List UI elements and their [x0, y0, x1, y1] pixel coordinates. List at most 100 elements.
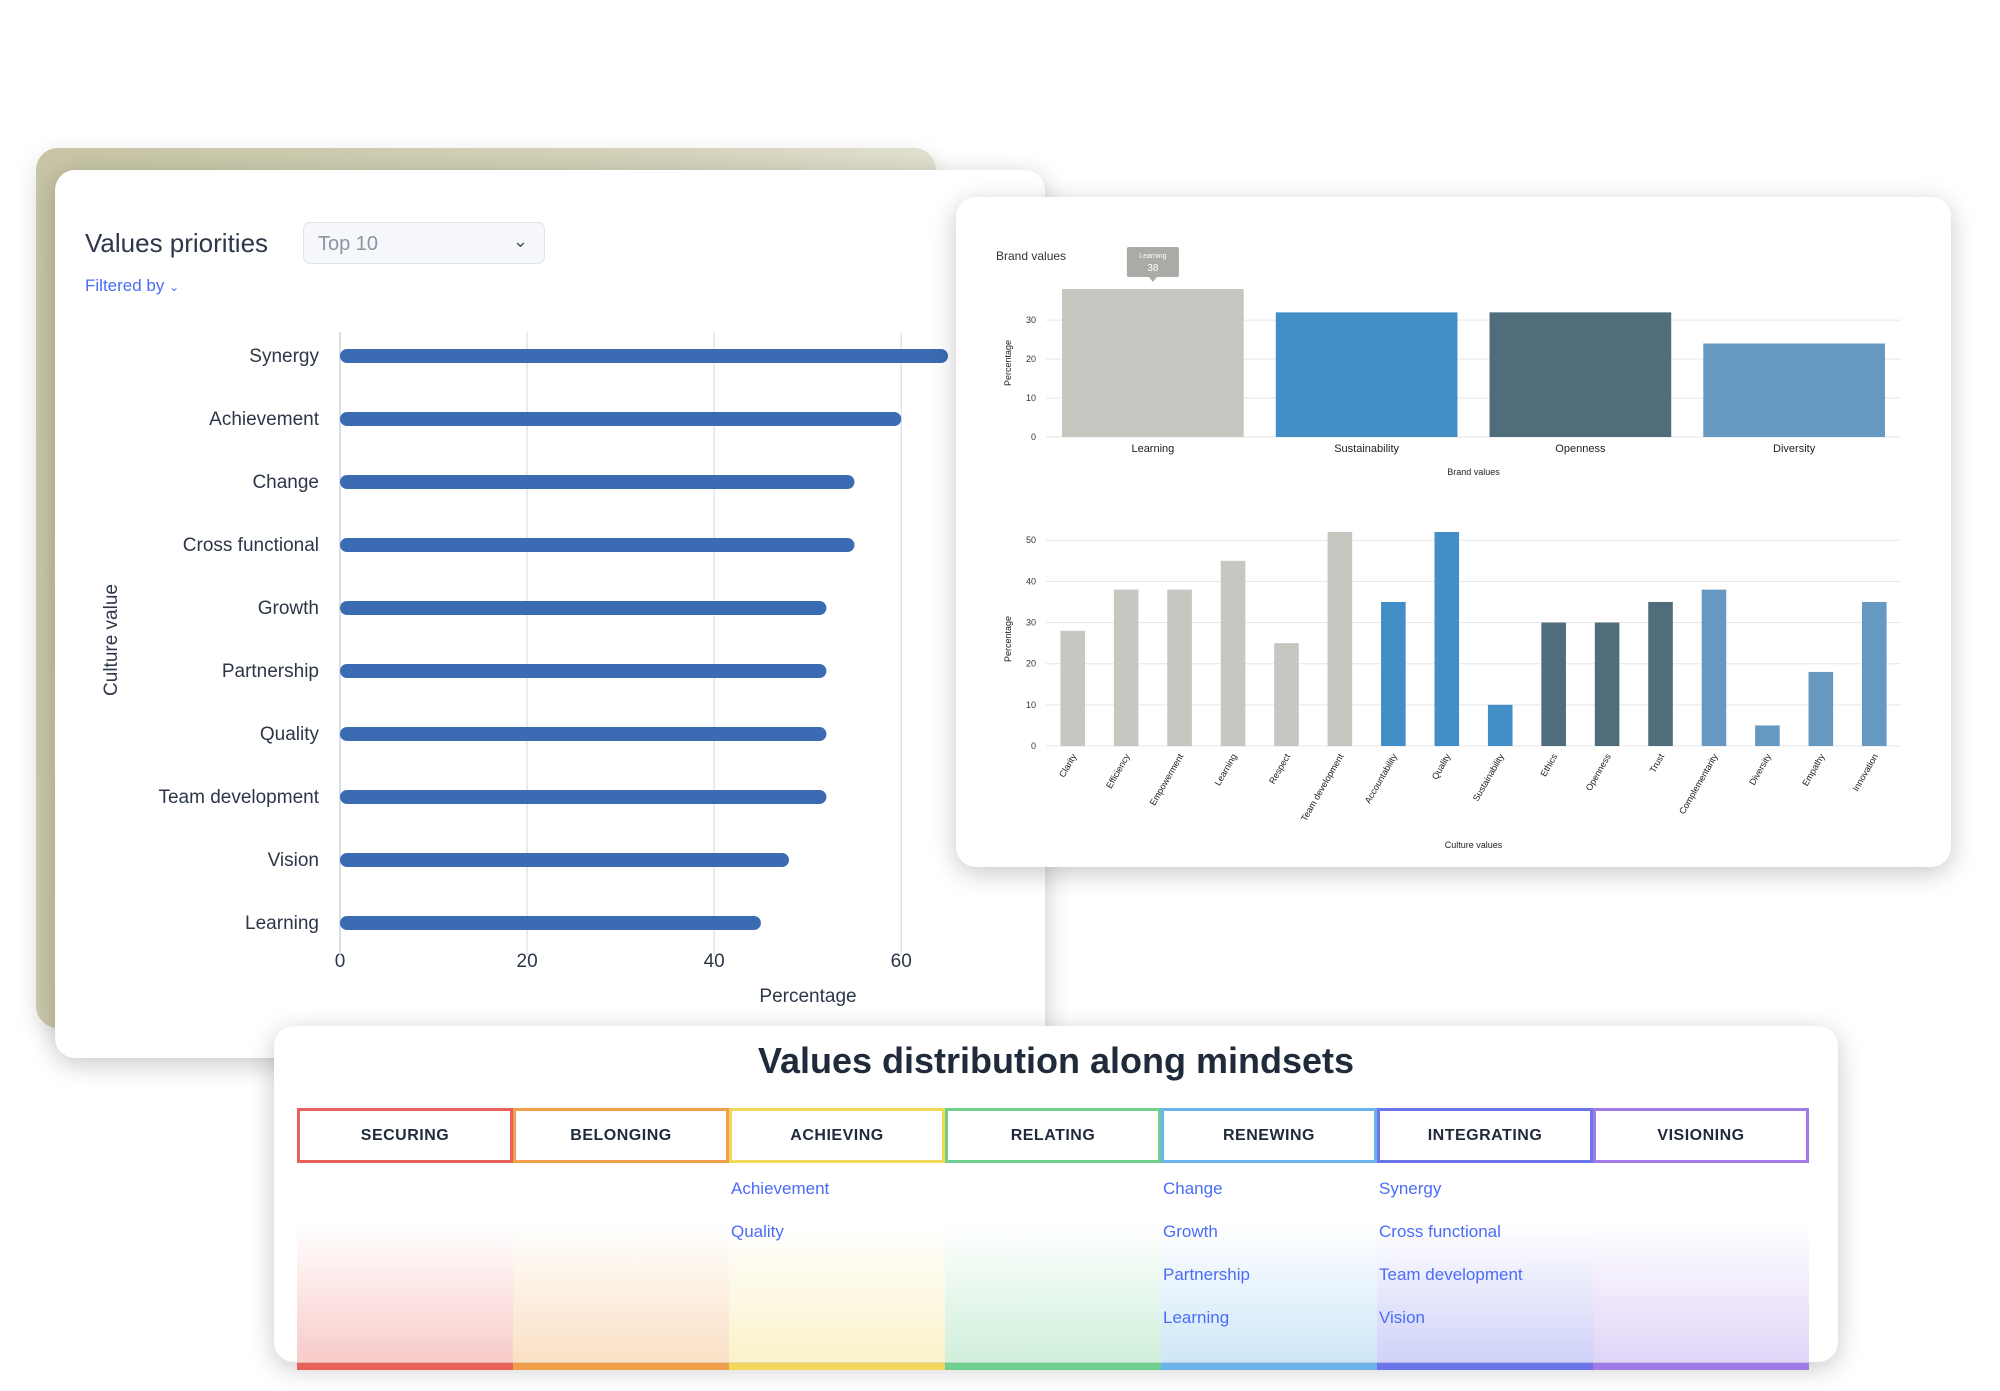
mindset-fill [1593, 1224, 1809, 1366]
mindset-color-bar [729, 1363, 945, 1370]
bar-tooltip: Learning 38 [1126, 247, 1179, 282]
bar [340, 916, 761, 930]
category-label: Accountability [1363, 752, 1400, 806]
bar[interactable] [1381, 601, 1406, 746]
bar[interactable] [1541, 622, 1566, 746]
bar[interactable] [1275, 312, 1458, 437]
values-priorities-title: Values priorities [85, 228, 269, 258]
mindset-fill [1161, 1224, 1377, 1366]
tooltip-value: 38 [1147, 263, 1159, 274]
top-select-value: Top 10 [318, 233, 379, 255]
category-label: Growth [258, 598, 319, 619]
category-label: Learning [1131, 443, 1174, 455]
bar[interactable] [1434, 532, 1460, 746]
bar [340, 538, 855, 552]
mindset-value-link[interactable]: Quality [731, 1222, 784, 1241]
category-label: Openness [1584, 752, 1613, 793]
bar[interactable] [1327, 532, 1353, 746]
x-tick-label: 60 [891, 951, 912, 972]
x-tick-label: 40 [704, 951, 725, 972]
mindset-column-belonging: BELONGING [513, 1108, 729, 1370]
bar[interactable] [1648, 601, 1673, 746]
category-label: Vision [268, 850, 319, 871]
y-tick-label: 30 [1026, 315, 1036, 325]
category-label: Diversity [1747, 752, 1773, 787]
category-label: Complementarity [1677, 752, 1720, 816]
mindset-color-bar [297, 1363, 513, 1370]
bar[interactable] [1808, 671, 1834, 746]
bar[interactable] [1861, 601, 1887, 746]
mindset-value-link[interactable]: Team development [1379, 1265, 1523, 1284]
mindset-color-bar [513, 1363, 729, 1370]
mindset-color-bar [945, 1363, 1161, 1370]
mindset-header: BELONGING [513, 1108, 729, 1163]
x-tick-label: 0 [335, 951, 346, 972]
bar[interactable] [1113, 589, 1139, 746]
mindset-value-link[interactable]: Growth [1163, 1222, 1218, 1241]
bar[interactable] [1701, 589, 1727, 746]
mindset-value-link[interactable]: Cross functional [1379, 1222, 1501, 1241]
mindset-items: Change Growth Partnership Learning [1163, 1178, 1250, 1350]
mindset-column-visioning: VISIONING [1593, 1108, 1809, 1370]
bar [340, 790, 827, 804]
mindset-items: Synergy Cross functional Team development V… [1379, 1178, 1523, 1350]
filtered-by-toggle[interactable]: Filtered by ⌄ [85, 276, 179, 296]
category-label: Synergy [249, 346, 319, 367]
category-label: Empathy [1800, 752, 1827, 788]
mindsets-title: Values distribution along mindsets [757, 1040, 1355, 1081]
mindset-fill [945, 1224, 1161, 1366]
x-axis-title: Brand values [1447, 467, 1500, 477]
mindset-value-link[interactable]: Partnership [1163, 1265, 1250, 1284]
bar[interactable] [1167, 589, 1192, 746]
x-axis-title: Percentage [759, 986, 856, 1007]
y-tick-label: 20 [1026, 659, 1036, 669]
mindset-value-link[interactable]: Synergy [1379, 1179, 1442, 1198]
category-label: Sustainability [1471, 752, 1506, 803]
values-priorities-chart: 0 20 40 60 Synergy Achievement Change Cross fun… [101, 332, 948, 1007]
mindset-value-link[interactable]: Vision [1379, 1308, 1425, 1327]
category-label: Efficiency [1104, 752, 1132, 791]
mindset-fill [1377, 1224, 1593, 1366]
y-tick-label: 10 [1026, 393, 1036, 403]
bar [340, 664, 827, 678]
mindset-column-integrating: INTEGRATING Synergy Cross functional Team d… [1377, 1108, 1593, 1370]
mindset-items: Achievement Quality [731, 1178, 829, 1264]
category-label: Empowerment [1148, 752, 1186, 808]
bar[interactable] [1274, 643, 1299, 746]
brand-values-card: Brand values 0 10 20 30 Learning Sustainabilit… [956, 197, 1951, 867]
chevron-down-icon: ⌄ [512, 231, 528, 251]
y-axis-title: Culture value [101, 584, 122, 696]
mindset-column-relating: RELATING [945, 1108, 1161, 1370]
category-label: Achievement [209, 409, 320, 430]
y-tick-label: 50 [1026, 535, 1036, 545]
mindset-value-link[interactable]: Learning [1163, 1308, 1230, 1327]
mindset-color-bar [1161, 1363, 1377, 1370]
mindset-column-renewing: RENEWING Change Growth Partnership Learning [1161, 1108, 1377, 1370]
bar[interactable] [1220, 560, 1246, 746]
category-label: Partnership [222, 661, 319, 682]
mindset-value-link[interactable]: Achievement [731, 1179, 830, 1198]
category-label: Trust [1648, 752, 1667, 775]
category-label: Quality [1430, 752, 1453, 782]
bar[interactable] [1703, 343, 1885, 437]
tooltip-label: Learning [1139, 253, 1166, 260]
y-tick-label: 10 [1026, 700, 1036, 710]
bar[interactable] [1755, 725, 1780, 746]
top-select[interactable]: Top 10 ⌄ [303, 222, 545, 264]
category-label: Cross functional [183, 535, 319, 556]
bar [340, 601, 827, 615]
mindset-header: VISIONING [1593, 1108, 1809, 1163]
y-axis-title: Percentage [1003, 616, 1013, 662]
y-tick-label: 0 [1031, 741, 1036, 751]
bar[interactable] [1487, 704, 1513, 746]
category-label: Ethics [1538, 752, 1559, 779]
bar[interactable] [1062, 289, 1244, 437]
mindset-value-link[interactable]: Change [1163, 1179, 1223, 1198]
bar [340, 853, 789, 867]
bar[interactable] [1594, 622, 1620, 746]
mindset-header: SECURING [297, 1108, 513, 1163]
mindset-fill [729, 1224, 945, 1366]
bar[interactable] [1489, 312, 1672, 437]
bar[interactable] [1060, 630, 1086, 746]
category-label: Learning [1213, 752, 1239, 787]
